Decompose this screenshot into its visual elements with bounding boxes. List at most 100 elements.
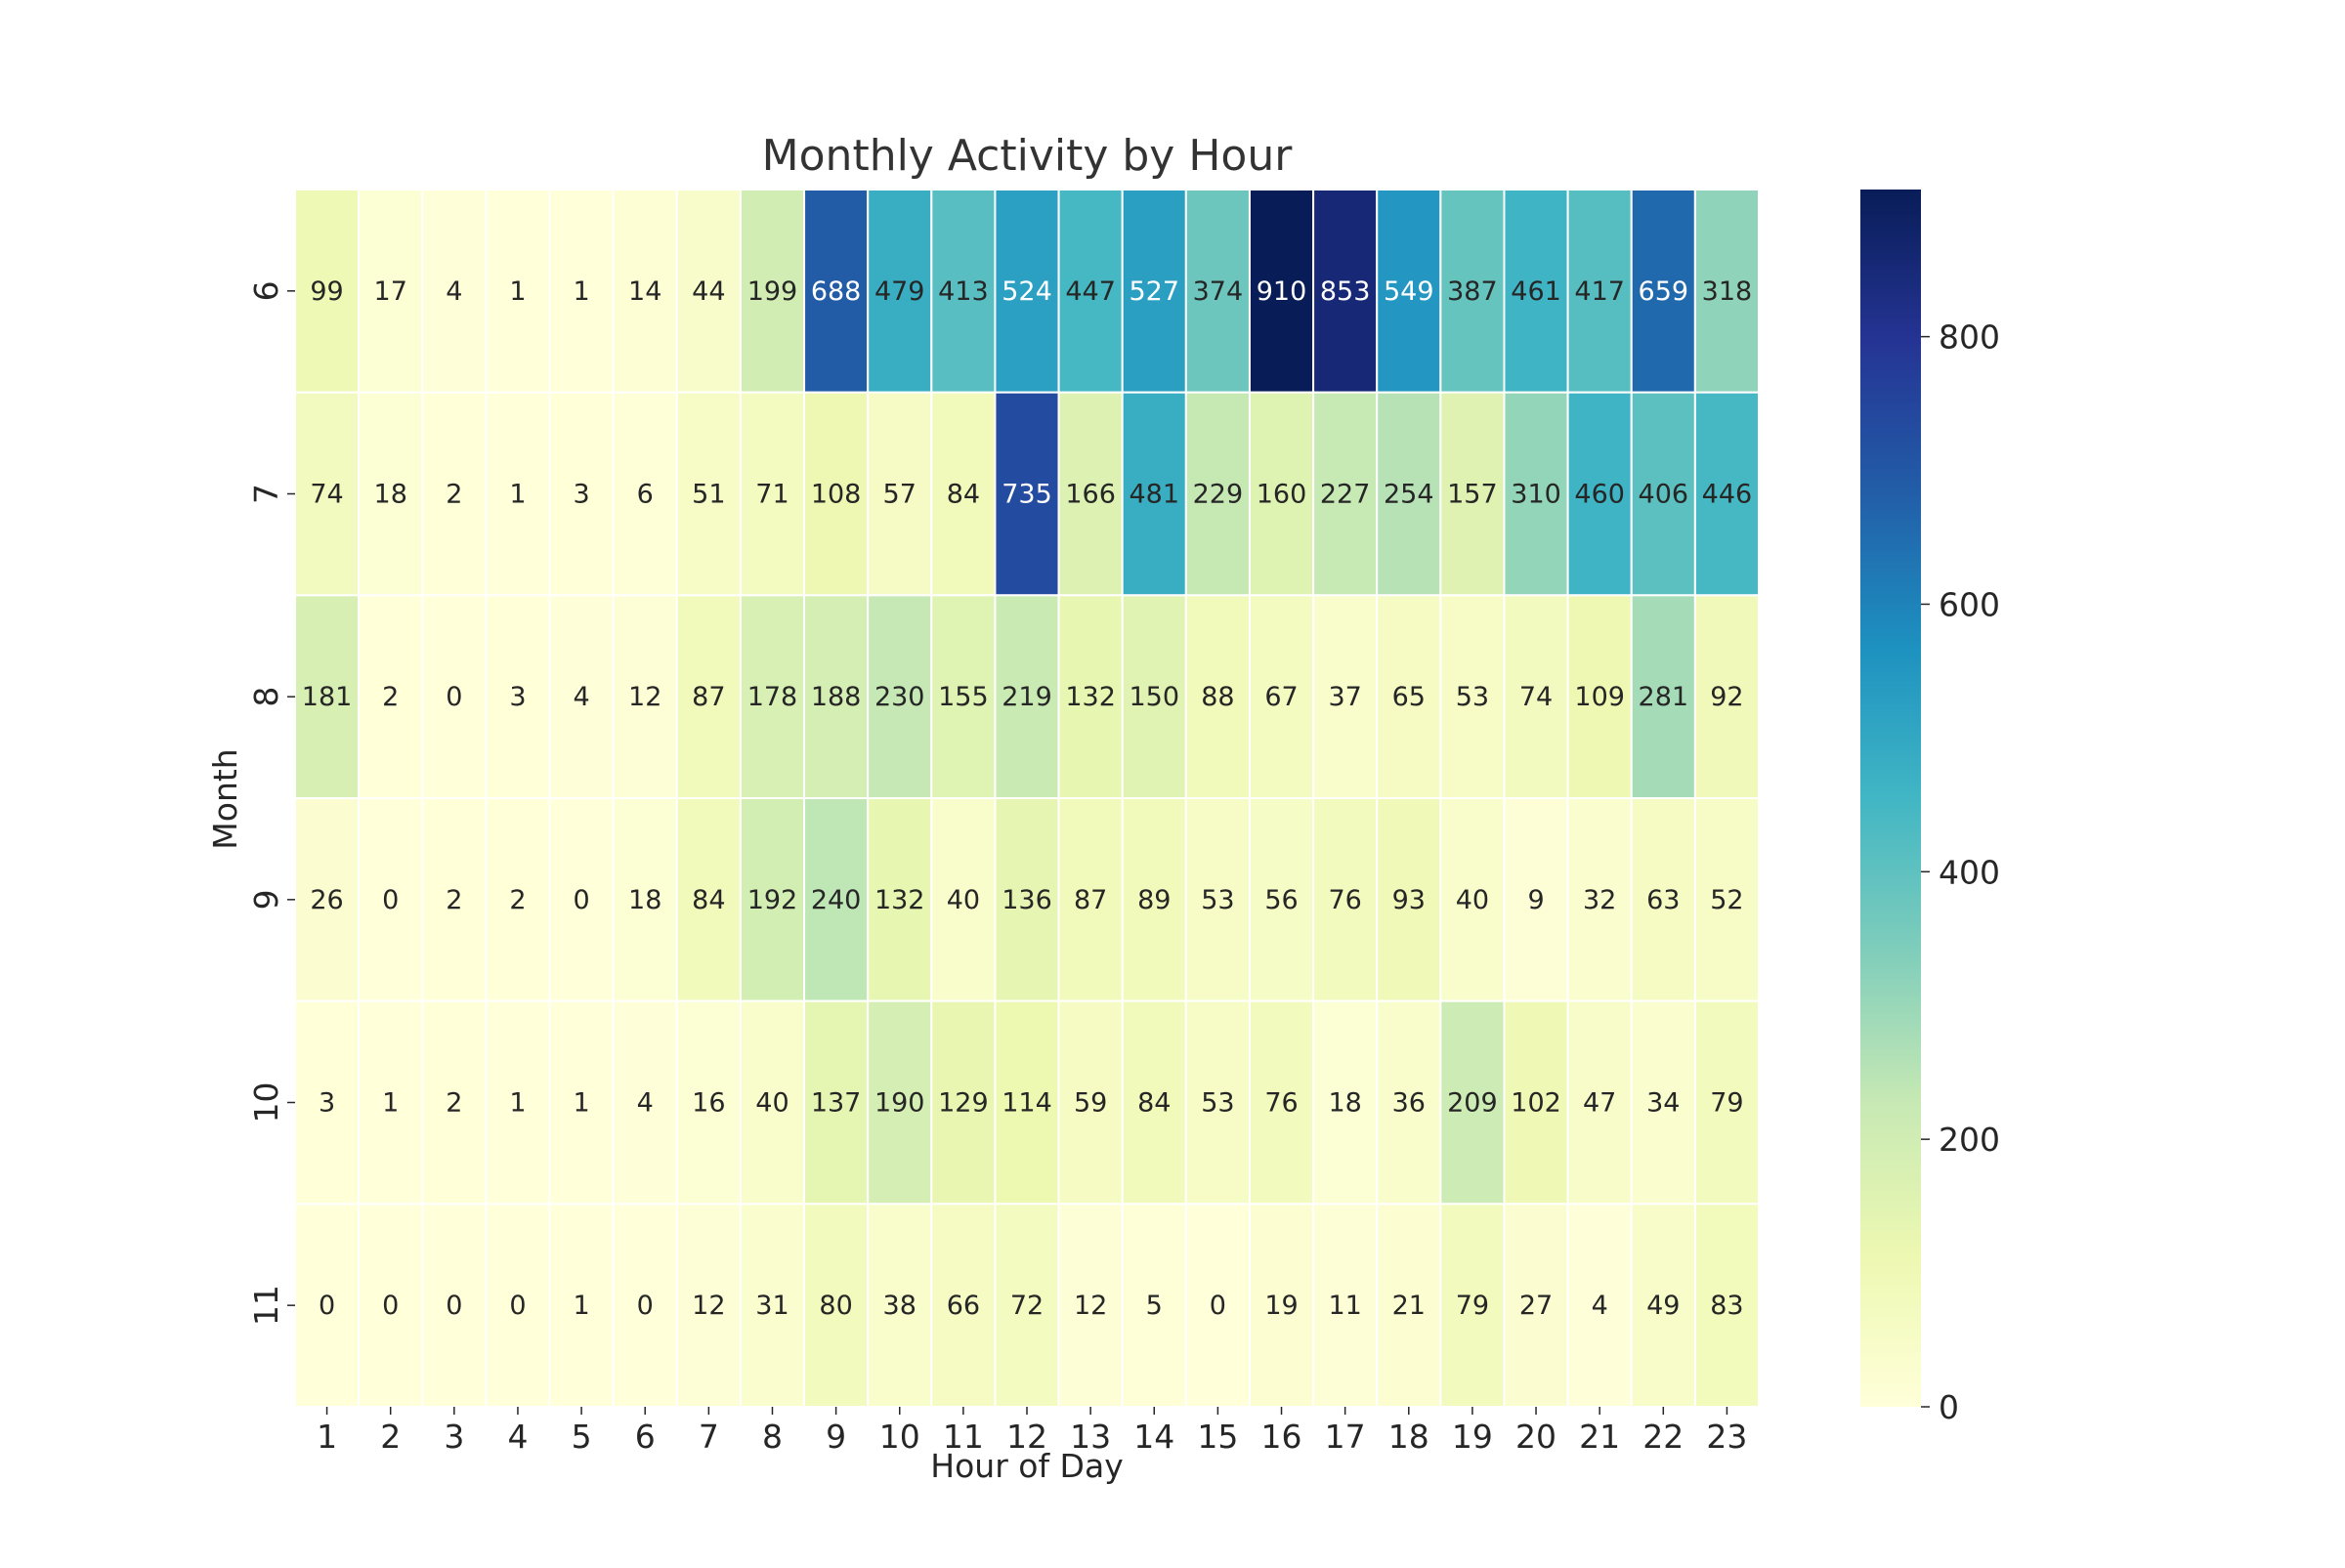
cell-value-label: 188 bbox=[811, 682, 862, 712]
x-tick-label: 23 bbox=[1706, 1418, 1747, 1456]
heatmap-cell bbox=[421, 1203, 488, 1409]
cell-value-label: 59 bbox=[1074, 1088, 1107, 1119]
cell-value-label: 53 bbox=[1456, 682, 1489, 712]
cell-value-label: 49 bbox=[1646, 1291, 1680, 1321]
cell-value-label: 1 bbox=[509, 480, 526, 510]
cell-value-label: 18 bbox=[1328, 1088, 1361, 1119]
y-tick-label: 11 bbox=[247, 1285, 285, 1326]
cell-value-label: 87 bbox=[692, 682, 725, 712]
x-tick-label: 2 bbox=[380, 1418, 401, 1456]
cell-value-label: 199 bbox=[747, 276, 798, 307]
cell-value-label: 44 bbox=[692, 276, 725, 307]
x-tick-label: 12 bbox=[1006, 1418, 1047, 1456]
heatmap-cell bbox=[1503, 391, 1569, 597]
heatmap-cell bbox=[1439, 797, 1506, 1002]
cell-value-label: 74 bbox=[310, 480, 343, 510]
cell-value-label: 56 bbox=[1264, 885, 1298, 915]
x-tick-label: 16 bbox=[1261, 1418, 1302, 1456]
cell-value-label: 527 bbox=[1129, 276, 1179, 307]
x-tick-label: 1 bbox=[317, 1418, 337, 1456]
y-tick-label: 10 bbox=[247, 1082, 285, 1123]
cell-value-label: 84 bbox=[1137, 1088, 1171, 1119]
heatmap-cells: 99 17 4 1 1 14 44 199 688 479 413 524 447 527 374 910 85… bbox=[294, 189, 1760, 1409]
heatmap-cell bbox=[867, 594, 933, 799]
cell-value-label: 0 bbox=[446, 682, 462, 712]
cell-value-label: 76 bbox=[1328, 885, 1361, 915]
heatmap-cell bbox=[1121, 1203, 1187, 1409]
cell-value-label: 2 bbox=[382, 682, 399, 712]
heatmap-cell bbox=[739, 797, 806, 1002]
x-tick-label: 8 bbox=[762, 1418, 783, 1456]
heatmap-cell bbox=[1057, 999, 1124, 1206]
cell-value-label: 155 bbox=[938, 682, 989, 712]
cell-value-label: 2 bbox=[509, 885, 526, 915]
cell-value-label: 1 bbox=[509, 1088, 526, 1119]
cell-value-label: 18 bbox=[374, 480, 407, 510]
cell-value-label: 2 bbox=[446, 1088, 462, 1119]
cell-value-label: 19 bbox=[1264, 1291, 1298, 1321]
cell-value-label: 40 bbox=[1456, 885, 1489, 915]
cell-value-label: 32 bbox=[1583, 885, 1616, 915]
heatmap-cell bbox=[1503, 999, 1569, 1206]
heatmap-cell bbox=[1248, 189, 1315, 394]
cell-value-label: 18 bbox=[628, 885, 661, 915]
cell-value-label: 219 bbox=[1002, 682, 1052, 712]
x-tick-label: 14 bbox=[1133, 1418, 1174, 1456]
cell-value-label: 3 bbox=[573, 480, 589, 510]
heatmap-cell bbox=[1566, 189, 1633, 394]
heatmap-cell bbox=[1057, 391, 1124, 597]
cell-value-label: 406 bbox=[1639, 480, 1689, 510]
cell-value-label: 3 bbox=[509, 682, 526, 712]
colorbar-tick-label: 200 bbox=[1939, 1121, 2000, 1159]
heatmap-cell bbox=[739, 594, 806, 799]
cell-value-label: 0 bbox=[573, 885, 589, 915]
cell-value-label: 374 bbox=[1193, 276, 1244, 307]
heatmap-cell bbox=[739, 1203, 806, 1409]
cell-value-label: 460 bbox=[1574, 480, 1625, 510]
cell-value-label: 92 bbox=[1710, 682, 1743, 712]
cell-value-label: 417 bbox=[1574, 276, 1625, 307]
cell-value-label: 3 bbox=[319, 1088, 335, 1119]
cell-value-label: 4 bbox=[446, 276, 462, 307]
cell-value-label: 109 bbox=[1574, 682, 1625, 712]
heatmap-cell bbox=[1376, 999, 1442, 1206]
cell-value-label: 0 bbox=[319, 1291, 335, 1321]
cell-value-label: 413 bbox=[938, 276, 989, 307]
x-tick-label: 22 bbox=[1642, 1418, 1684, 1456]
heatmap-cell bbox=[1376, 797, 1442, 1002]
x-tick-label: 7 bbox=[699, 1418, 719, 1456]
cell-value-label: 89 bbox=[1137, 885, 1171, 915]
cell-value-label: 84 bbox=[692, 885, 725, 915]
heatmap-cell bbox=[1376, 189, 1442, 394]
heatmap-cell bbox=[612, 797, 678, 1002]
cell-value-label: 2 bbox=[446, 480, 462, 510]
y-tick-label: 6 bbox=[247, 280, 285, 301]
heatmap-cell bbox=[1566, 594, 1633, 799]
cell-value-label: 853 bbox=[1320, 276, 1371, 307]
cell-value-label: 5 bbox=[1146, 1291, 1163, 1321]
heatmap-cell bbox=[1248, 999, 1315, 1206]
cell-value-label: 27 bbox=[1519, 1291, 1553, 1321]
cell-value-label: 12 bbox=[692, 1291, 725, 1321]
cell-value-label: 108 bbox=[811, 480, 862, 510]
heatmap-cell bbox=[1121, 391, 1187, 597]
cell-value-label: 72 bbox=[1010, 1291, 1044, 1321]
cell-value-label: 735 bbox=[1002, 480, 1052, 510]
heatmap-cell bbox=[612, 999, 678, 1206]
cell-value-label: 209 bbox=[1447, 1088, 1498, 1119]
heatmap-cell bbox=[930, 999, 997, 1206]
heatmap-cell bbox=[930, 1203, 997, 1409]
cell-value-label: 9 bbox=[1527, 885, 1544, 915]
heatmap-cell bbox=[739, 189, 806, 394]
cell-value-label: 52 bbox=[1710, 885, 1743, 915]
heatmap-cell bbox=[548, 1203, 615, 1409]
heatmap-cell bbox=[421, 999, 488, 1206]
cell-value-label: 136 bbox=[1002, 885, 1052, 915]
heatmap-cell bbox=[1630, 391, 1696, 597]
cell-value-label: 1 bbox=[573, 1088, 589, 1119]
cell-value-label: 12 bbox=[628, 682, 661, 712]
cell-value-label: 181 bbox=[302, 682, 353, 712]
heatmap-cell bbox=[675, 1203, 742, 1409]
